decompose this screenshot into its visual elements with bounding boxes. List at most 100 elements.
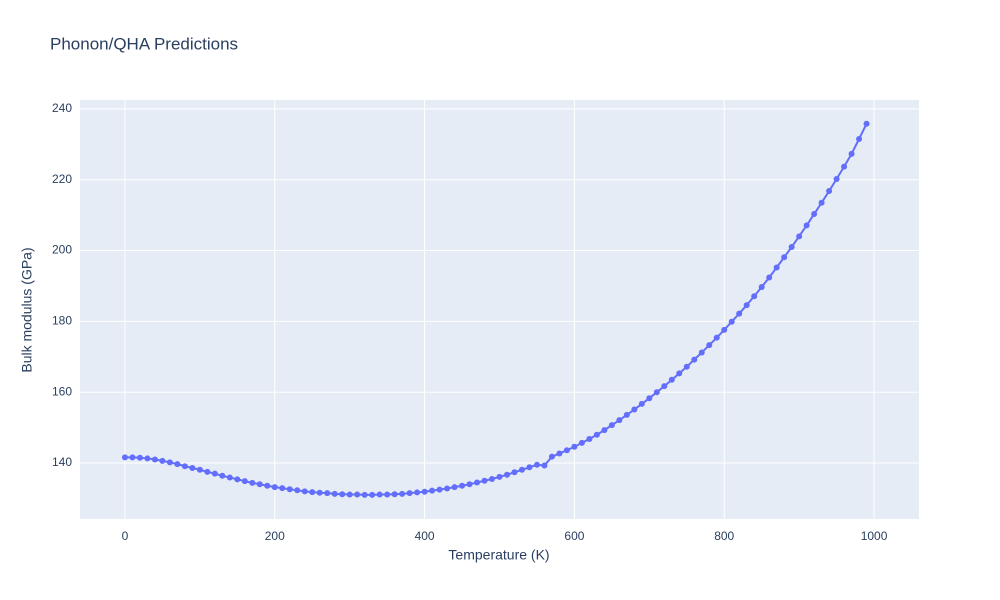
x-axis-title: Temperature (K)	[448, 547, 549, 563]
point	[489, 475, 496, 482]
point	[466, 481, 473, 488]
point	[736, 310, 743, 317]
point	[226, 474, 233, 481]
point	[856, 135, 863, 142]
point	[121, 454, 128, 461]
point	[796, 233, 803, 240]
point	[286, 486, 293, 493]
point	[211, 470, 218, 477]
x-tick-label: 400	[415, 529, 435, 543]
x-tick-label: 0	[122, 529, 129, 543]
y-tick-label: 220	[52, 172, 72, 186]
point	[294, 487, 301, 494]
point	[826, 188, 833, 195]
point	[713, 334, 720, 341]
point	[136, 454, 143, 461]
point	[541, 462, 548, 469]
point	[863, 120, 870, 127]
point	[346, 491, 353, 498]
point	[181, 463, 188, 470]
point	[376, 491, 383, 498]
point	[683, 363, 690, 370]
point	[166, 459, 173, 466]
line	[124, 123, 868, 496]
point	[354, 491, 361, 498]
point	[818, 199, 825, 206]
point	[361, 491, 368, 498]
x-tick-label: 200	[265, 529, 285, 543]
point	[548, 453, 555, 460]
point	[788, 243, 795, 250]
y-tick-label: 180	[52, 314, 72, 328]
point	[316, 489, 323, 496]
point	[129, 454, 136, 461]
grid	[80, 100, 919, 519]
point	[234, 476, 241, 483]
point	[436, 486, 443, 493]
point	[204, 468, 211, 475]
point	[151, 456, 158, 463]
x-tick-label: 800	[714, 529, 734, 543]
x-tick-label: 600	[564, 529, 584, 543]
x-tick-label: 1000	[861, 529, 888, 543]
point	[773, 264, 780, 271]
point	[256, 481, 263, 488]
point	[406, 490, 413, 497]
point	[668, 376, 675, 383]
point	[623, 411, 630, 418]
point	[503, 471, 510, 478]
point	[369, 491, 376, 498]
point	[556, 450, 563, 457]
point	[414, 489, 421, 496]
point	[661, 383, 668, 390]
point	[526, 464, 533, 471]
point	[241, 478, 248, 485]
point	[646, 395, 653, 402]
point	[608, 422, 615, 429]
point	[159, 457, 166, 464]
point	[324, 490, 331, 497]
point	[481, 477, 488, 484]
point	[571, 443, 578, 450]
point	[848, 150, 855, 157]
point	[144, 455, 151, 462]
y-tick-label: 160	[52, 384, 72, 398]
point	[751, 293, 758, 300]
point	[811, 211, 818, 218]
point	[301, 488, 308, 495]
point	[616, 417, 623, 424]
point	[196, 466, 203, 473]
point	[421, 488, 428, 495]
point	[444, 485, 451, 492]
point	[533, 461, 540, 468]
point	[474, 479, 481, 486]
point	[631, 406, 638, 413]
point	[384, 491, 391, 498]
point	[758, 284, 765, 291]
y-tick-label: 240	[52, 101, 72, 115]
point	[429, 487, 436, 494]
point	[451, 484, 458, 491]
chart-title: Phonon/QHA Predictions	[50, 34, 238, 53]
point	[586, 435, 593, 442]
marks	[121, 120, 870, 498]
point	[219, 472, 226, 479]
point	[339, 491, 346, 498]
point	[766, 274, 773, 281]
point	[803, 222, 810, 229]
point	[593, 431, 600, 438]
point	[271, 484, 278, 491]
point	[698, 349, 705, 356]
point	[399, 490, 406, 497]
point	[721, 326, 728, 333]
point	[841, 163, 848, 170]
point	[511, 469, 518, 476]
point	[174, 461, 181, 468]
point	[676, 370, 683, 377]
point	[518, 466, 525, 473]
point	[391, 491, 398, 498]
point	[264, 482, 271, 489]
y-tick-label: 140	[52, 455, 72, 469]
point	[331, 490, 338, 497]
point	[743, 302, 750, 309]
